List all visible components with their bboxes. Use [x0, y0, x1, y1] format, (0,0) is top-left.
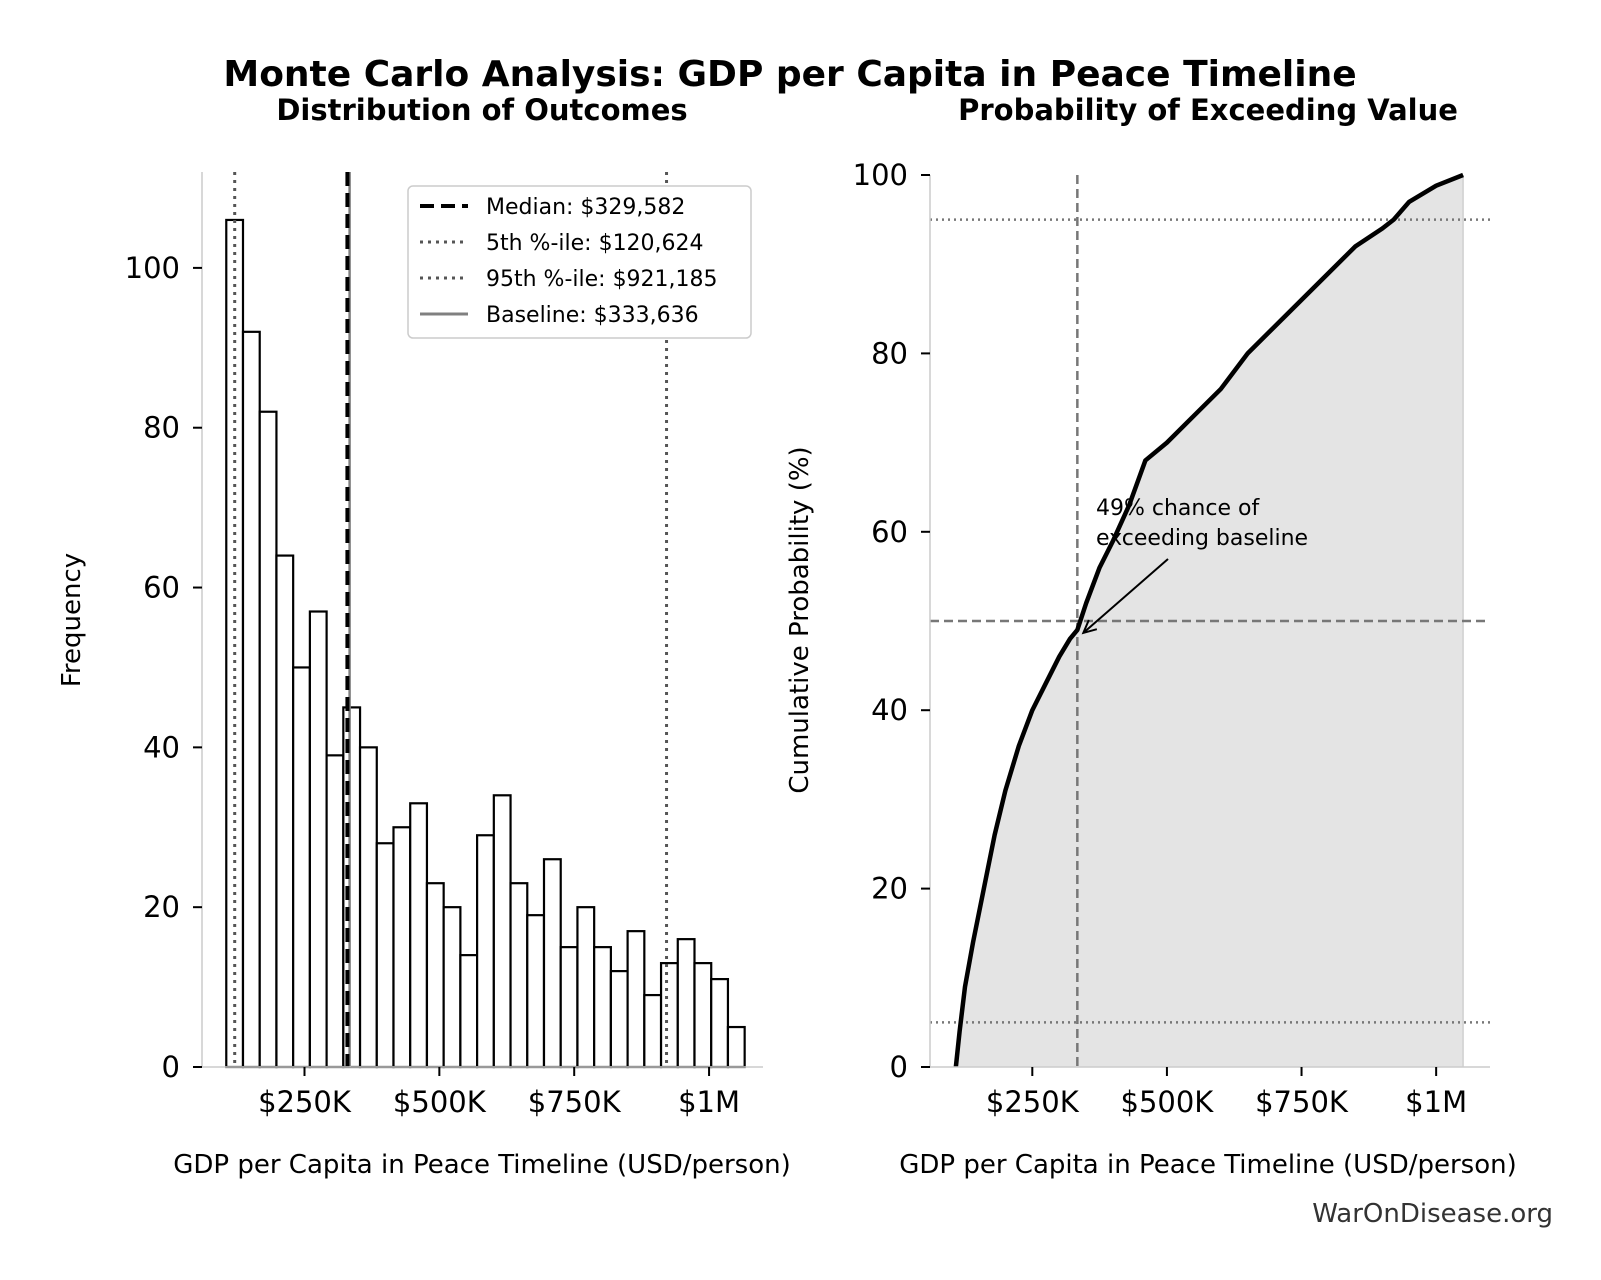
- histogram-bar: [425, 882, 445, 1069]
- right-panel-title: Probability of Exceeding Value: [958, 93, 1458, 127]
- histogram-bar: [258, 410, 278, 1069]
- y-tick-label: 100: [125, 251, 180, 285]
- histogram-bar: [392, 826, 412, 1069]
- histogram-bar: [375, 842, 395, 1069]
- exceedance-axes: 0 20 40 60 80 100 $250K $500K $750K $1M: [853, 158, 1490, 1119]
- histogram-bar: [476, 834, 495, 1069]
- histogram-bar: [609, 970, 629, 1069]
- x-tick-label: $250K: [986, 1085, 1080, 1119]
- annotation-text: exceeding baseline: [1096, 526, 1308, 551]
- credit-text: WarOnDisease.org: [1312, 1199, 1553, 1229]
- histogram-bars: [225, 218, 746, 1069]
- histogram-bar: [459, 954, 479, 1069]
- histogram-x-axis-label: GDP per Capita in Peace Timeline (USD/pe…: [173, 1150, 791, 1180]
- legend-label: Baseline: $333,636: [486, 303, 699, 328]
- exceedance-panel: 0 20 40 60 80 100 $250K $500K $750K $1M 49% chanc…: [785, 158, 1517, 1180]
- histogram-bar: [593, 946, 612, 1069]
- y-tick-label: 100: [853, 158, 908, 192]
- histogram-bar: [710, 977, 730, 1069]
- x-tick-label: $500K: [1121, 1085, 1215, 1119]
- exceedance-y-axis-label: Cumulative Probability (%): [785, 446, 815, 793]
- histogram-bar: [526, 914, 546, 1069]
- histogram-bar: [676, 938, 696, 1069]
- histogram-bar: [559, 946, 579, 1069]
- histogram-bar: [358, 746, 378, 1069]
- histogram-bar: [542, 858, 562, 1069]
- histogram-bar: [325, 754, 345, 1069]
- exceedance-x-axis-label: GDP per Capita in Peace Timeline (USD/pe…: [899, 1150, 1517, 1180]
- legend-label: Median: $329,582: [486, 195, 685, 220]
- histogram-panel: 0 20 40 60 80 100 $250K $500K $750K $1M GDP per C…: [57, 172, 791, 1180]
- y-tick-label: 20: [871, 872, 908, 906]
- histogram-bar: [292, 666, 311, 1069]
- y-tick-label: 40: [143, 730, 180, 764]
- x-tick-label: $1M: [678, 1085, 740, 1119]
- x-tick-label: $500K: [393, 1085, 487, 1119]
- histogram-bar: [576, 906, 596, 1069]
- histogram-bar: [509, 882, 529, 1069]
- x-tick-label: $750K: [1255, 1085, 1349, 1119]
- annotation-text: 49% chance of: [1096, 496, 1260, 521]
- y-tick-label: 60: [143, 571, 180, 605]
- histogram-bar: [241, 330, 261, 1069]
- histogram-bar: [442, 906, 462, 1069]
- legend-box: [407, 185, 752, 339]
- histogram-reference-lines: [233, 172, 669, 1067]
- y-tick-label: 60: [871, 515, 908, 549]
- histogram-bar: [726, 1025, 746, 1069]
- x-tick-label: $250K: [258, 1085, 352, 1119]
- y-tick-label: 0: [890, 1050, 908, 1084]
- histogram-bar: [225, 218, 245, 1069]
- y-tick-label: 0: [162, 1050, 180, 1084]
- y-tick-label: 80: [871, 336, 908, 370]
- annotation-arrow-head: [1081, 619, 1098, 635]
- legend-label: 5th %-ile: $120,624: [486, 231, 704, 256]
- histogram-y-axis-label: Frequency: [57, 553, 87, 687]
- figure-title: Monte Carlo Analysis: GDP per Capita in …: [223, 54, 1356, 95]
- histogram-bar: [659, 962, 679, 1069]
- y-tick-label: 20: [143, 890, 180, 924]
- histogram-bar: [409, 802, 429, 1069]
- histogram-bar: [308, 610, 328, 1069]
- histogram-legend: Median: $329,582 5th %-ile: $120,624 95th …: [407, 185, 752, 339]
- exceedance-annotation: 49% chance of exceeding baseline: [1081, 496, 1308, 635]
- histogram-bar: [693, 962, 713, 1069]
- exceedance-curve: [953, 172, 1464, 1068]
- exceedance-curve-group: [953, 172, 1464, 1068]
- x-tick-label: $1M: [1405, 1085, 1467, 1119]
- exceedance-reference-lines: [930, 175, 1490, 1067]
- legend-label: 95th %-ile: $921,185: [486, 267, 718, 292]
- y-tick-label: 40: [871, 693, 908, 727]
- histogram-bar: [492, 794, 512, 1069]
- histogram-bar: [275, 554, 295, 1069]
- exceedance-fill: [955, 175, 1464, 1067]
- y-tick-label: 80: [143, 411, 180, 445]
- histogram-bar: [626, 930, 646, 1069]
- left-panel-title: Distribution of Outcomes: [276, 93, 687, 127]
- histogram-axes: 0 20 40 60 80 100 $250K $500K $750K $1M: [125, 172, 763, 1119]
- annotation-arrow-shaft: [1082, 558, 1169, 634]
- histogram-bar: [643, 993, 663, 1069]
- x-tick-label: $750K: [528, 1085, 622, 1119]
